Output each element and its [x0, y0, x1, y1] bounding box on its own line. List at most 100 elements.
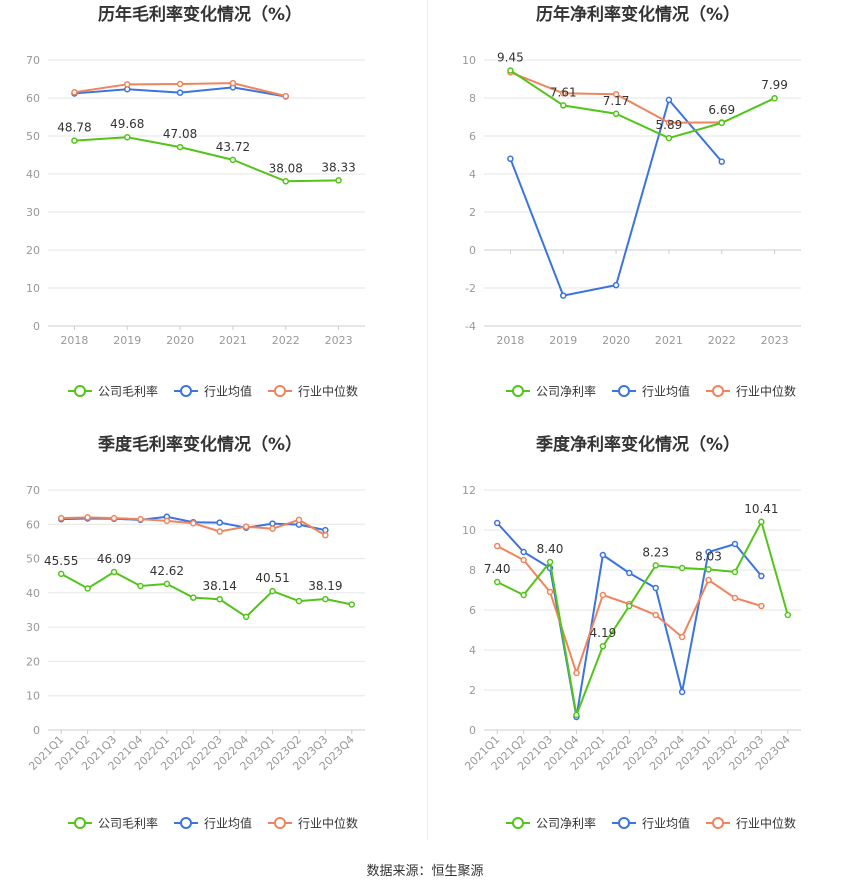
- data-point: [705, 566, 712, 573]
- legend-swatch-marker: [74, 817, 86, 829]
- data-point: [229, 79, 237, 87]
- legend-label[interactable]: 公司毛利率: [98, 816, 158, 831]
- legend-swatch-marker: [712, 817, 724, 829]
- data-point: [282, 92, 289, 100]
- x-tick-label: 2023: [761, 334, 789, 347]
- data-point: [665, 119, 673, 126]
- legend-label[interactable]: 行业中位数: [736, 816, 796, 831]
- legend-label[interactable]: 行业均值: [204, 816, 252, 831]
- data-point: [612, 110, 620, 118]
- data-point: [546, 588, 554, 596]
- data-label: 42.62: [150, 564, 184, 578]
- data-point: [110, 568, 118, 576]
- x-tick-label: 2022: [708, 334, 736, 347]
- data-point: [163, 517, 171, 525]
- data-label: 48.78: [57, 121, 91, 135]
- quarterly-net-margin-chart: 季度净利率变化情况（%） 0 2 4 6 8 10 12 2021Q1 2021Q2 2021Q3 2…: [428, 430, 850, 860]
- data-label: 7.40: [484, 562, 511, 576]
- annual-gross-margin-chart: 历年毛利率变化情况（%） 0 10 20 30 40 50 60 70 2018 2019 2020 2…: [0, 0, 425, 430]
- legend-label[interactable]: 行业均值: [642, 816, 690, 831]
- data-point: [229, 156, 237, 164]
- data-point: [520, 556, 527, 564]
- legend-swatch-marker: [274, 817, 286, 829]
- y-tick-label: 8: [469, 564, 476, 577]
- y-tick-label: 8: [469, 92, 476, 105]
- data-label: 38.14: [203, 579, 237, 593]
- data-label: 40.51: [255, 571, 289, 585]
- legend-label[interactable]: 行业中位数: [298, 384, 358, 399]
- legend-swatch-marker: [180, 385, 192, 397]
- data-point: [71, 89, 78, 96]
- y-tick-label: 4: [469, 168, 476, 181]
- data-label: 10.41: [744, 502, 778, 516]
- y-tick-label: 10: [26, 282, 40, 295]
- data-point: [784, 611, 792, 619]
- y-tick-label: 6: [469, 130, 476, 143]
- legend-label[interactable]: 公司净利率: [536, 384, 596, 399]
- data-point: [190, 520, 197, 527]
- x-tick-label: 2021: [219, 334, 247, 347]
- chart-title: 历年净利率变化情况（%）: [536, 4, 740, 25]
- x-tick-label: 2018: [60, 334, 88, 347]
- y-tick-label: 0: [33, 724, 40, 737]
- legend-label[interactable]: 行业中位数: [736, 384, 796, 399]
- data-point: [507, 155, 514, 163]
- x-tick-label: 2019: [549, 334, 577, 347]
- data-point: [520, 548, 527, 556]
- legend-label[interactable]: 行业中位数: [298, 816, 358, 831]
- data-point: [652, 562, 659, 569]
- y-tick-label: 12: [462, 484, 476, 497]
- y-tick-label: 60: [26, 92, 40, 105]
- y-tick-label: 70: [26, 54, 40, 67]
- data-point: [322, 532, 329, 539]
- annual-net-margin-chart: 历年净利率变化情况（%） -4 -2 0 2 4 6 8 10 2018 2019 2020 2021 2…: [428, 0, 850, 430]
- y-tick-label: 10: [462, 524, 476, 537]
- data-label: 38.19: [308, 579, 342, 593]
- data-point: [573, 669, 580, 677]
- legend-label[interactable]: 行业均值: [642, 384, 690, 399]
- data-point: [190, 594, 197, 601]
- data-point: [612, 281, 620, 289]
- legend-swatch-marker: [180, 817, 192, 829]
- x-tick-label: 2020: [602, 334, 630, 347]
- data-point: [718, 158, 725, 165]
- data-point: [282, 178, 289, 185]
- data-point: [295, 516, 303, 524]
- data-point: [269, 525, 276, 532]
- data-point: [84, 585, 91, 592]
- y-tick-label: 50: [26, 130, 40, 143]
- data-point: [599, 591, 607, 599]
- series-line-1: [509, 97, 723, 297]
- y-tick-label: 2: [469, 206, 476, 219]
- annual-gross-margin-svg: 历年毛利率变化情况（%） 0 10 20 30 40 50 60 70 2018 2019 2020 2…: [26, 4, 365, 399]
- data-point: [665, 96, 673, 104]
- y-tick-label: 40: [26, 168, 40, 181]
- data-point: [493, 542, 501, 550]
- data-point: [348, 601, 356, 608]
- legend-swatch-marker: [712, 385, 724, 397]
- data-point: [57, 514, 65, 522]
- data-label: 5.89: [656, 118, 683, 132]
- data-point: [599, 551, 607, 559]
- data-point: [758, 572, 765, 580]
- data-point: [560, 102, 567, 109]
- data-point: [626, 602, 633, 610]
- legend-label[interactable]: 行业均值: [204, 384, 252, 399]
- legend-label[interactable]: 公司毛利率: [98, 384, 158, 399]
- data-point: [731, 568, 739, 576]
- data-point: [731, 540, 739, 548]
- data-label: 38.33: [321, 160, 355, 174]
- data-point: [124, 81, 131, 88]
- data-point: [771, 94, 778, 102]
- data-point: [560, 292, 567, 299]
- data-point: [137, 515, 144, 523]
- data-point: [137, 582, 144, 590]
- data-label: 4.19: [590, 626, 617, 640]
- y-tick-label: 20: [26, 244, 40, 257]
- y-tick-label: -2: [465, 282, 476, 295]
- data-label: 43.72: [216, 140, 250, 154]
- data-point: [652, 611, 659, 619]
- legend-swatch-marker: [618, 385, 630, 397]
- y-tick-label: 0: [469, 244, 476, 257]
- legend-label[interactable]: 公司净利率: [536, 816, 596, 831]
